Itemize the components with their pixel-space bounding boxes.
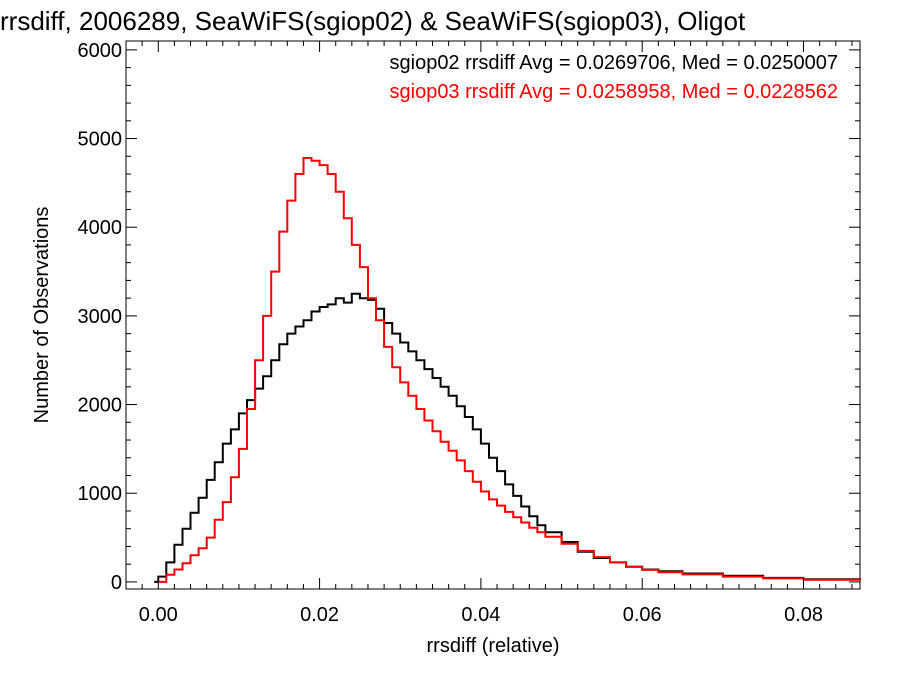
x-axis-label: rrsdiff (relative) xyxy=(427,635,560,657)
y-tick-label: 4000 xyxy=(78,217,123,239)
y-tick-label: 6000 xyxy=(78,40,123,62)
legend-entry-sgiop02: sgiop02 rrsdiff Avg = 0.0269706, Med = 0… xyxy=(390,52,839,74)
y-tick-label: 5000 xyxy=(78,129,123,151)
y-tick-label: 2000 xyxy=(78,395,123,417)
x-tick-label: 0.08 xyxy=(784,604,823,626)
x-tick-label: 0.06 xyxy=(623,604,662,626)
x-tick-label: 0.04 xyxy=(461,604,500,626)
y-tick-label: 3000 xyxy=(78,306,123,328)
plot-frame xyxy=(125,40,861,590)
x-tick-label: 0.02 xyxy=(300,604,339,626)
series-line-sgiop03 xyxy=(158,157,861,583)
x-tick-label: 0.00 xyxy=(139,604,178,626)
legend: sgiop02 rrsdiff Avg = 0.0269706, Med = 0… xyxy=(390,52,839,103)
series-line-sgiop02 xyxy=(154,292,861,583)
chart-title: rrsdiff, 2006289, SeaWiFS(sgiop02) & Sea… xyxy=(0,6,746,36)
legend-entry-sgiop03: sgiop03 rrsdiff Avg = 0.0258958, Med = 0… xyxy=(390,81,839,103)
axis-layer: 0.00 0.02 0.04 0.06 0.08 0 1000 2000 3000 4000 500… xyxy=(78,40,860,626)
series-layer xyxy=(154,157,861,583)
y-tick-label: 1000 xyxy=(78,483,123,505)
y-tick-label: 0 xyxy=(111,572,122,594)
plot-area: 0.00 0.02 0.04 0.06 0.08 0 1000 2000 3000 4000 500… xyxy=(78,40,861,626)
y-axis-label: Number of Observations xyxy=(31,207,53,424)
